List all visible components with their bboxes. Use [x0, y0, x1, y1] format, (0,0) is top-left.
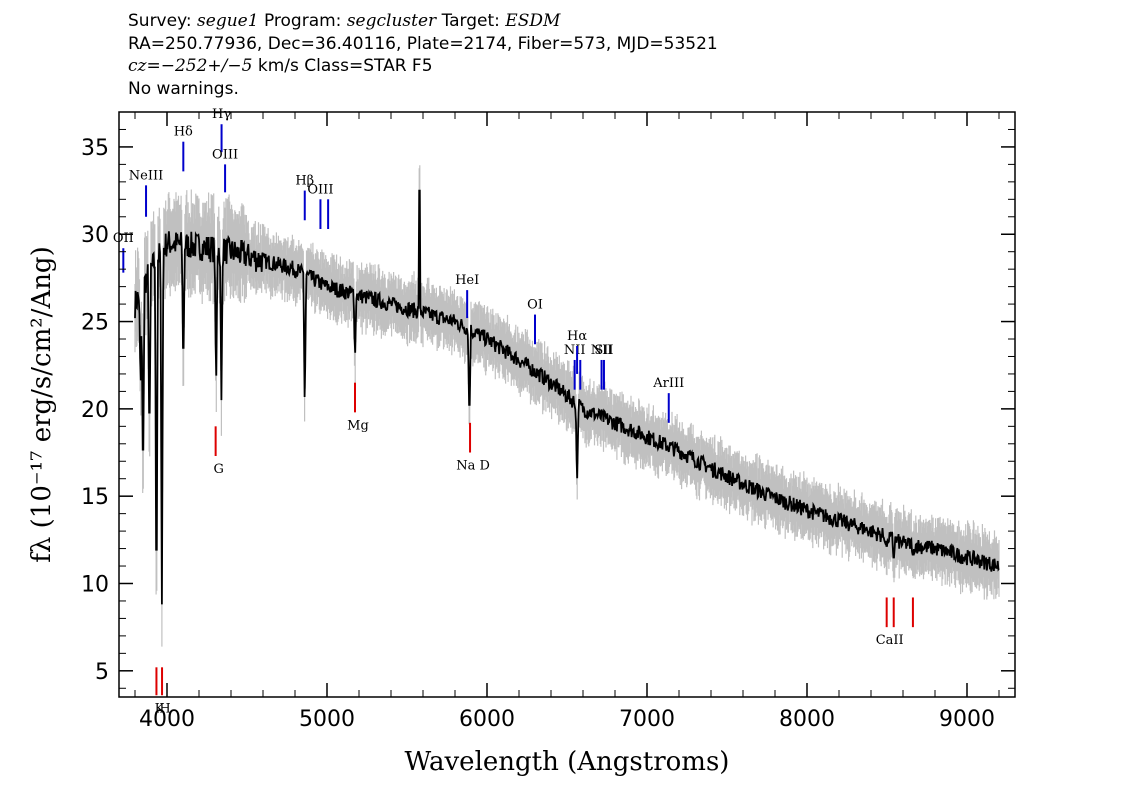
absorption-label: H — [159, 701, 170, 716]
emission-label: SII — [594, 343, 613, 358]
emission-label: Hγ — [212, 107, 231, 122]
warnings-line: No warnings. — [128, 78, 239, 99]
emission-label: Hβ — [295, 174, 314, 189]
target-value: ESDM — [505, 11, 561, 31]
emission-label: OIII — [307, 182, 333, 197]
axis-ticks: 4000 5000 6000 7000 8000 9000 5 10 15 20 25 30 35 — [81, 112, 1015, 732]
y-tick-label: 20 — [81, 398, 109, 423]
absorption-label: G — [213, 462, 223, 477]
noise-bars — [134, 165, 1000, 647]
emission-label: OI — [527, 298, 543, 313]
emission-label: Hδ — [174, 125, 193, 140]
program-value: segcluster — [346, 11, 437, 31]
y-tick-label: 15 — [81, 485, 109, 510]
emission-label: OIII — [212, 147, 238, 162]
survey-label: Survey: — [128, 11, 192, 31]
absorption-label: CaII — [876, 633, 904, 648]
line-marker-layer: OIINeIIIHδHγOIIIHβOIIIHeIOINIIHαNIISIIAr… — [113, 107, 914, 716]
cz-rest: km/s Class=STAR F5 — [252, 56, 433, 76]
y-axis-title: fλ (10⁻¹⁷ erg/s/cm²/Ang) — [27, 246, 57, 562]
x-axis-title: Wavelength (Angstroms) — [405, 747, 730, 777]
noise-band — [134, 165, 1000, 647]
y-tick-label: 25 — [81, 311, 109, 336]
x-tick-label: 7000 — [619, 707, 675, 732]
emission-label: HeI — [455, 273, 479, 288]
y-tick-label: 35 — [81, 136, 109, 161]
emission-label: NII — [591, 343, 613, 358]
x-tick-label: 4000 — [139, 707, 195, 732]
header-line-1: Survey: segue1 Program: segcluster Targe… — [128, 10, 718, 33]
emission-label: OII — [113, 231, 134, 246]
y-tick-label: 10 — [81, 572, 109, 597]
emission-label: NII — [564, 343, 586, 358]
x-tick-label: 6000 — [459, 707, 515, 732]
target-label: Target: — [441, 11, 500, 31]
cz-value: −252+/−5 — [160, 56, 253, 76]
absorption-label: K — [155, 701, 165, 716]
header-line-2: RA=250.77936, Dec=36.40116, Plate=2174, … — [128, 33, 718, 54]
spectrum-line — [134, 189, 1000, 605]
program-label: Program: — [263, 11, 342, 31]
spectrum-header: Survey: segue1 Program: segcluster Targe… — [128, 10, 718, 100]
header-line-3: cz=−252+/−5 km/s Class=STAR F5 — [128, 55, 718, 78]
y-tick-label: 30 — [81, 223, 109, 248]
cz-label: cz= — [128, 56, 161, 76]
emission-label: NeIII — [129, 168, 163, 183]
x-tick-label: 8000 — [779, 707, 835, 732]
emission-label: Hα — [567, 329, 587, 344]
y-tick-label: 5 — [95, 660, 109, 685]
emission-label: ArIII — [652, 376, 684, 391]
x-tick-label: 5000 — [299, 707, 355, 732]
plot-frame — [118, 111, 1016, 698]
absorption-label: Na D — [456, 459, 490, 474]
absorption-label: Mg — [347, 418, 369, 433]
spectrum-line-layer — [134, 189, 1000, 605]
survey-value: segue1 — [197, 11, 259, 31]
x-tick-label: 9000 — [939, 707, 995, 732]
